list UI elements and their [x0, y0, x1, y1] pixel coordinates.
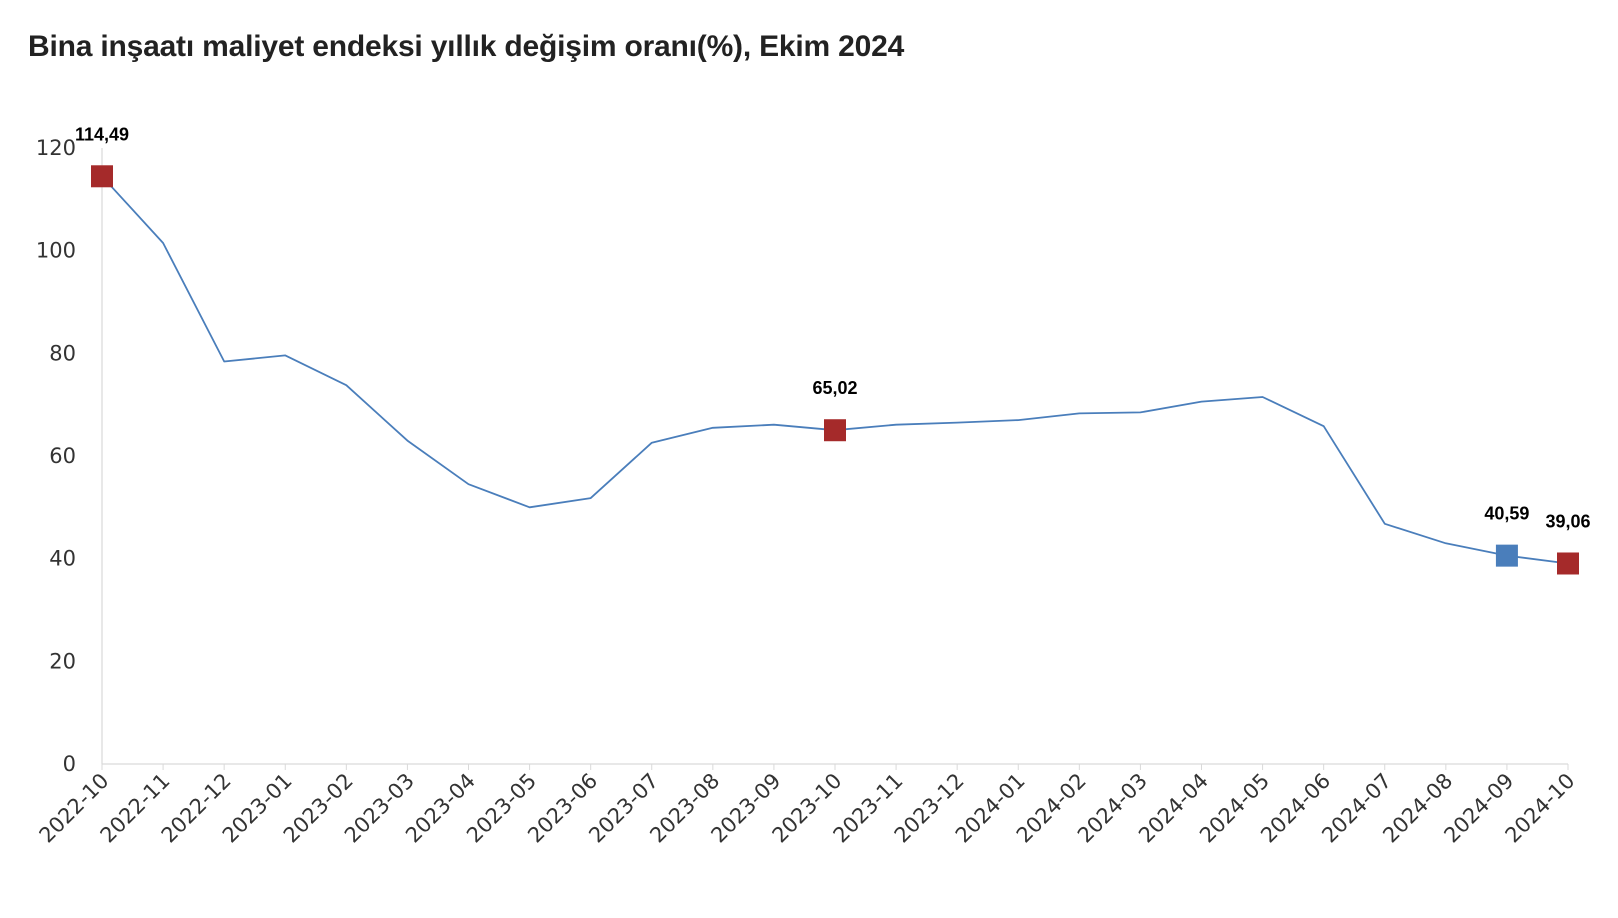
highlight-marker: [1557, 552, 1579, 575]
data-label: 65,02: [812, 378, 857, 398]
y-tick-label: 100: [36, 239, 76, 263]
y-tick-label: 120: [36, 136, 76, 160]
y-tick-label: 40: [49, 547, 76, 571]
chart-axes: [101, 148, 1568, 765]
highlight-marker: [824, 419, 846, 442]
data-label: 40,59: [1484, 504, 1529, 524]
y-axis-ticks: 0 20 40 60 80 100 120: [36, 136, 76, 776]
highlight-marker: [1495, 544, 1518, 567]
data-label: 39,06: [1545, 511, 1590, 531]
data-label: 114,49: [75, 124, 129, 144]
highlight-markers: [91, 165, 1579, 575]
series-line: [101, 175, 1569, 565]
y-tick-label: 60: [49, 444, 76, 468]
data-labels: 114,49 65,02 40,59 39,06: [75, 124, 1591, 531]
chart-title: Bina inşaatı maliyet endeksi yıllık deği…: [28, 30, 905, 63]
y-tick-label: 0: [63, 752, 76, 776]
y-tick-label: 20: [49, 649, 76, 673]
x-axis-ticks: 2022-102022-112022-122023-012023-022023-…: [35, 764, 1580, 848]
y-tick-label: 80: [49, 341, 76, 365]
highlight-marker: [91, 165, 113, 188]
series-layer: [101, 175, 1569, 565]
